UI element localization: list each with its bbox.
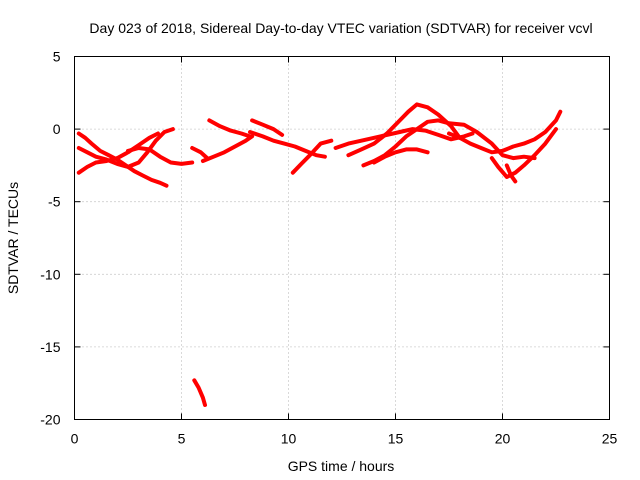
series-arc-11 [290,138,334,175]
series-arc-12 [333,127,475,150]
y-tick-label: -15 [40,339,60,355]
series-arc-1 [76,131,169,188]
x-tick-label: 10 [281,431,297,447]
y-tick-label: 0 [53,121,61,137]
series-arc-9 [248,130,327,159]
series-arc-18 [504,163,518,184]
series-layer [76,102,563,407]
y-axis-label: SDTVAR / TECUs [5,182,21,294]
y-tick-label: 5 [53,49,61,65]
y-tick-label: -5 [48,194,61,210]
series-arc-3 [76,131,160,175]
x-tick-label: 0 [71,431,79,447]
x-tick-label: 20 [495,431,511,447]
x-tick-label: 5 [178,431,186,447]
x-tick-label: 15 [388,431,404,447]
ticks: 0 5 10 15 20 25 5 0 -5 -10 -15 -20 [40,49,617,447]
grid [74,56,610,420]
x-tick-label: 25 [602,431,618,447]
series-arc-17 [489,127,558,179]
series-arc-2 [76,127,175,169]
series-arc-8 [207,118,252,139]
series-arc-14 [361,118,537,168]
y-tick-label: -10 [40,266,60,282]
chart-title: Day 023 of 2018, Sidereal Day-to-day VTE… [89,20,592,36]
plot-frame [74,56,610,420]
y-tick-label: -20 [40,412,60,428]
series-arc-13 [346,102,462,158]
series-arc-10 [250,118,285,137]
x-axis-label: GPS time / hours [288,458,395,474]
series-arc-16 [447,109,563,155]
series-arc-4 [126,146,195,166]
series-arc-5 [190,146,210,161]
series-arc-6 [192,378,207,407]
series-arc-15 [372,147,430,165]
series-arc-7 [200,134,255,163]
